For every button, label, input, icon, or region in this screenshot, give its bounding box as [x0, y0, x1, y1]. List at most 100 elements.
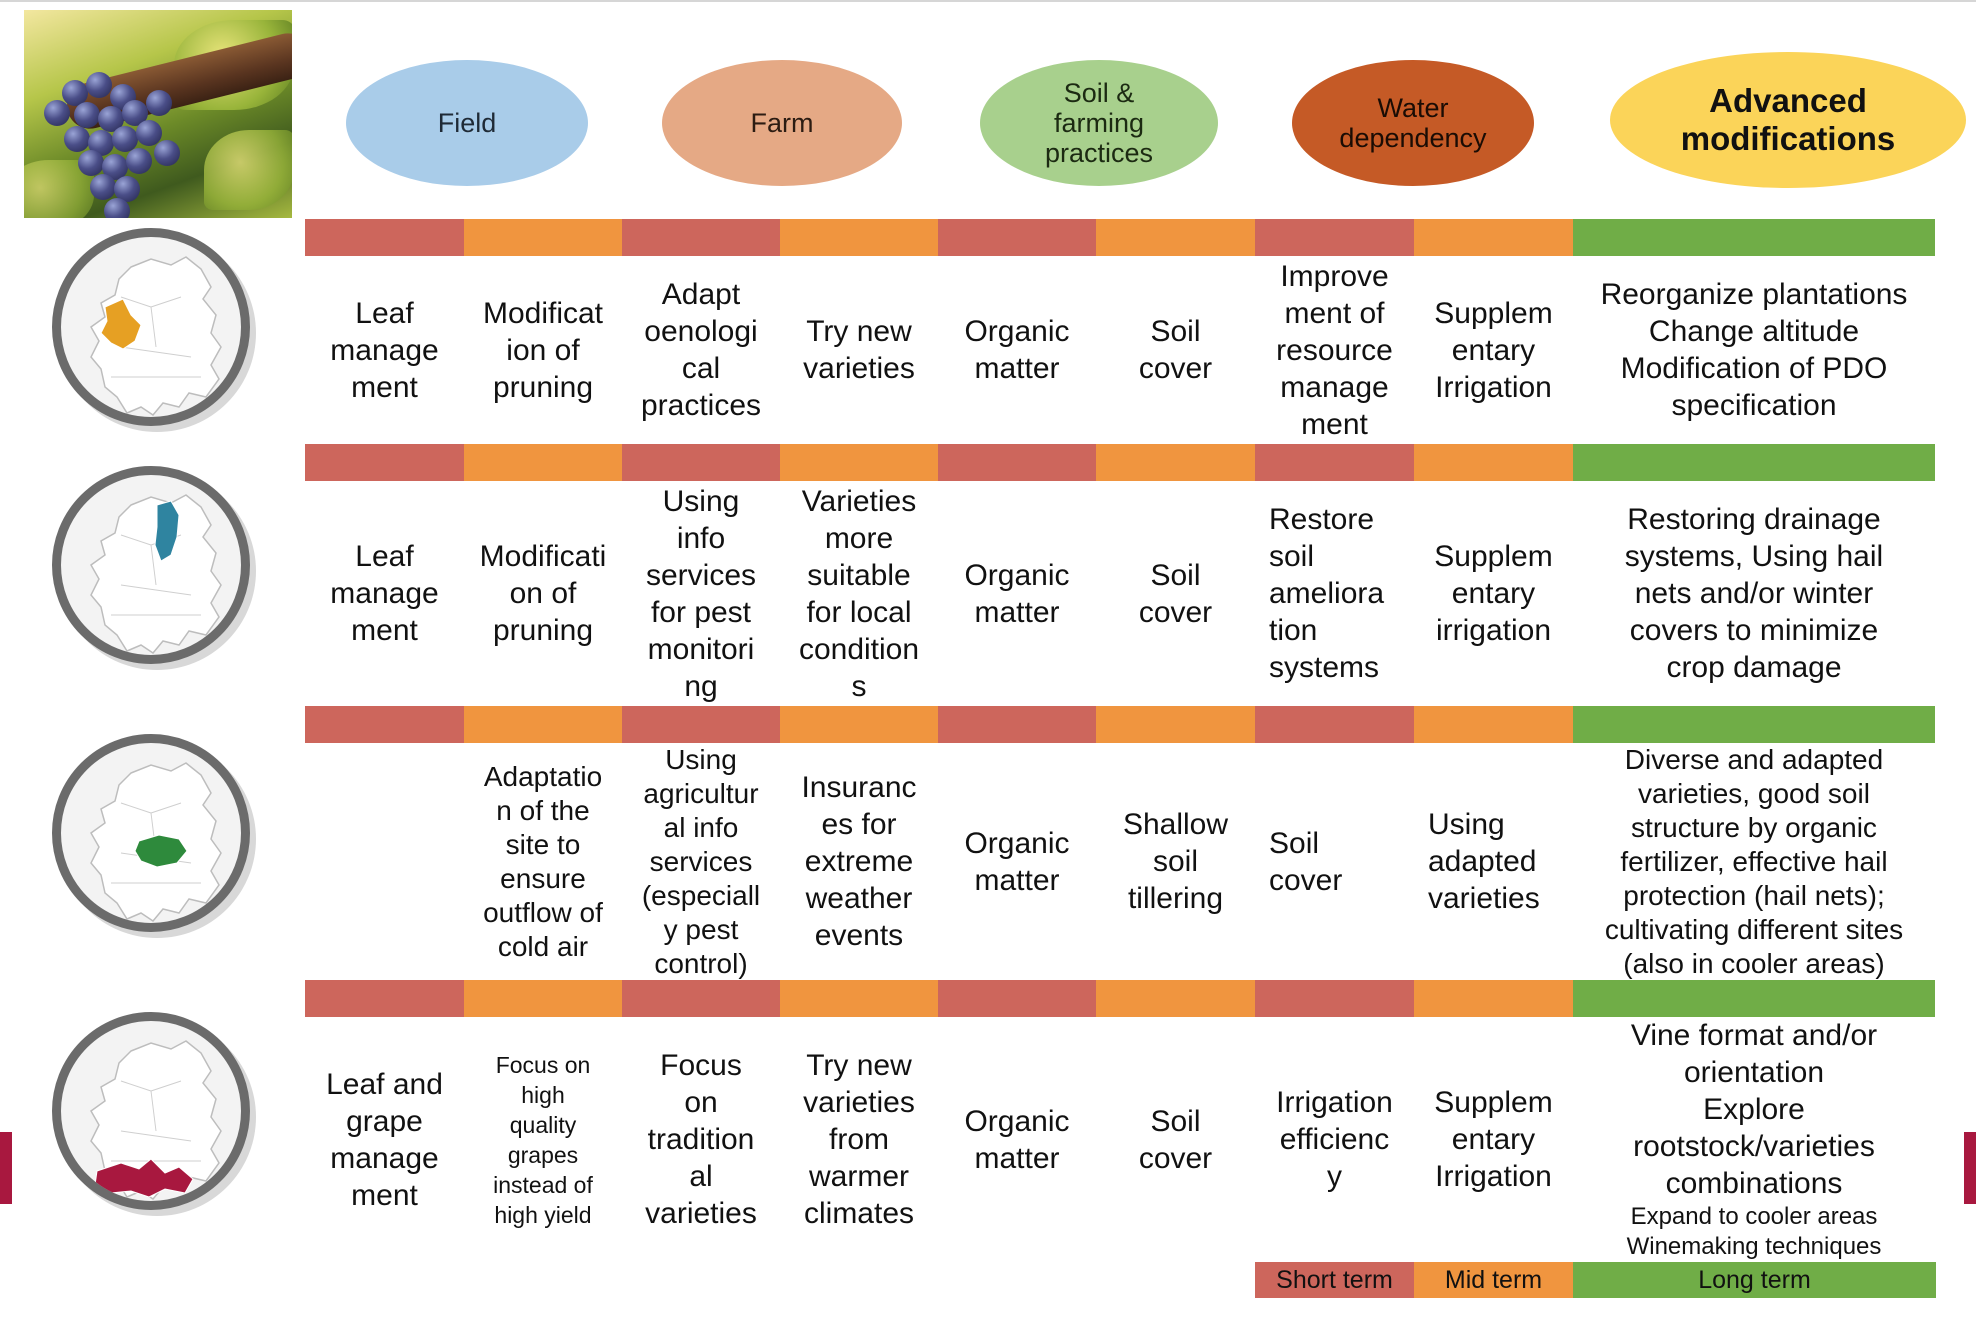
europe-map-southern: [52, 1012, 250, 1210]
cell-line: matter: [974, 863, 1060, 897]
cell-line: Modificati: [479, 540, 607, 573]
cell-central-soil-1: Organic matter: [938, 743, 1096, 980]
cell-line: Using: [665, 743, 737, 775]
header-water-dependency: Water dependency: [1292, 60, 1534, 186]
cell-line: cover: [1138, 595, 1213, 629]
cell-line: condition: [798, 632, 920, 666]
cell-central-water-2: Using adapted varieties: [1414, 743, 1573, 980]
cell-line: pruning: [492, 370, 594, 404]
term-color-bar: [305, 980, 1935, 1017]
cell-line: more: [824, 521, 894, 555]
cell-southern-field-1: Leaf and grape manage ment: [305, 1017, 464, 1262]
bar-segment-short: [1255, 980, 1414, 1017]
cell-line: extreme: [804, 845, 914, 878]
cell-line: entary: [1451, 1123, 1536, 1156]
cell-line: from: [829, 1123, 889, 1156]
cell-line: Soil: [1150, 558, 1201, 592]
cell-line: cover: [1138, 1141, 1213, 1175]
cell-line: cover: [1138, 352, 1213, 385]
right-edge-marker: [1964, 1132, 1976, 1204]
cell-line: tillering: [1127, 882, 1224, 915]
cell-line: Explore: [1703, 1093, 1805, 1126]
cell-line: nets and/or winter: [1634, 577, 1874, 610]
bar-segment-long: [1573, 219, 1935, 256]
cell-line: Organic: [964, 826, 1070, 860]
cell-line: y: [1327, 1160, 1342, 1193]
cell-line: systems, Using hail: [1624, 540, 1884, 573]
header-line: modifications: [1680, 120, 1896, 157]
cell-line: tion: [1269, 614, 1318, 647]
cell-southern-field-2: Focus on high quality grapes instead of high …: [464, 1017, 622, 1262]
cell-line: varieties, good soil: [1638, 777, 1870, 809]
bar-segment-mid: [780, 980, 938, 1017]
bar-segment-mid: [1414, 219, 1573, 256]
cell-line: varieties: [1428, 882, 1540, 915]
cell-line: Leaf and: [326, 1067, 443, 1101]
cell-line: Vine format and/or: [1630, 1019, 1878, 1052]
cell-southern-soil-2: Soil cover: [1096, 1017, 1255, 1262]
cell-line: (especiall: [641, 879, 761, 911]
header-line: Water: [1377, 93, 1449, 123]
cell-line: rootstock/varieties: [1633, 1130, 1875, 1163]
cell-line: services: [645, 558, 757, 592]
cell-line: cover: [1269, 863, 1343, 897]
bar-segment-short: [938, 706, 1096, 743]
bar-segment-short: [938, 980, 1096, 1017]
cell-central-field-2: Adaptatio n of the site to ensure outflow of…: [464, 743, 622, 980]
cell-line: Focus on: [495, 1051, 591, 1078]
cell-line: entary: [1451, 333, 1536, 367]
cell-line: y pest: [663, 913, 739, 945]
cell-line: structure by organic: [1631, 811, 1877, 843]
europe-map-central: [52, 734, 250, 932]
cell-line: Using: [1428, 808, 1505, 841]
bar-segment-mid: [1414, 980, 1573, 1017]
cell-northern-farm-2: Varieties more suitable for local condition s: [780, 481, 938, 706]
cell-western-farm-1: Adapt oenologi cal practices: [622, 256, 780, 444]
cell-line: Organic: [964, 1104, 1070, 1138]
cell-northern-farm-1: Using info services for pest monitori ng: [622, 481, 780, 706]
bar-segment-short: [305, 980, 464, 1017]
cell-line: info: [676, 521, 726, 555]
cell-line: Change altitude: [1648, 315, 1860, 348]
cell-line: ment: [351, 370, 418, 404]
top-border: [0, 0, 1976, 2]
cell-line: Varieties: [801, 484, 917, 518]
bar-segment-short: [622, 444, 780, 481]
term-color-bar: [305, 219, 1935, 256]
term-legend: Short term Mid term Long term: [1255, 1262, 1936, 1298]
cell-line: ensure: [500, 862, 586, 894]
cell-line: tradition: [647, 1123, 755, 1156]
cell-line: site to: [505, 828, 581, 860]
cell-line: Insuranc: [801, 771, 917, 804]
bar-segment-long: [1573, 706, 1935, 743]
cell-line: cal: [681, 352, 721, 385]
cell-line: suitable: [807, 558, 911, 592]
cell-line: soil: [1152, 845, 1198, 878]
cell-line: al: [689, 1160, 713, 1193]
cell-line: efficienc: [1279, 1123, 1390, 1156]
term-color-bar: [305, 706, 1935, 743]
bar-segment-mid: [1414, 706, 1573, 743]
cell-line: Modificat: [482, 296, 604, 330]
cell-western-field-1: Leaf manage ment: [305, 256, 464, 444]
cell-northern-water-1: Restore soil ameliora tion systems: [1255, 481, 1414, 706]
legend-mid-term: Mid term: [1414, 1262, 1573, 1298]
cell-line: Using: [662, 484, 740, 518]
cell-line: matter: [974, 595, 1060, 629]
cell-line: manage: [330, 577, 439, 610]
header-advanced-modifications: Advanced modifications: [1610, 52, 1966, 188]
cell-line: es for: [821, 808, 897, 841]
header-line: dependency: [1339, 123, 1487, 153]
legend-long-term: Long term: [1573, 1262, 1936, 1298]
cell-line: manage: [1280, 370, 1389, 404]
cell-central-soil-2: Shallow soil tillering: [1096, 743, 1255, 980]
cell-line: systems: [1269, 651, 1380, 684]
header-line: farming: [1053, 108, 1144, 138]
header-line: Advanced: [1709, 82, 1867, 119]
cell-southern-advanced: Vine format and/or orientation Explore root…: [1573, 1017, 1935, 1262]
cell-central-farm-2: Insuranc es for extreme weather events: [780, 743, 938, 980]
cell-western-water-1: Improve ment of resource manage ment: [1255, 256, 1414, 444]
cell-line: pruning: [492, 614, 594, 647]
header-line: Soil &: [1063, 78, 1135, 108]
bar-segment-mid: [780, 706, 938, 743]
